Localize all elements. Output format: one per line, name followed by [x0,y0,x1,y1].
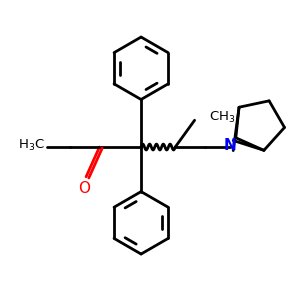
Text: CH$_3$: CH$_3$ [209,110,235,125]
Text: N: N [224,138,237,153]
Text: O: O [78,181,90,196]
Text: H$_3$C: H$_3$C [18,138,45,153]
